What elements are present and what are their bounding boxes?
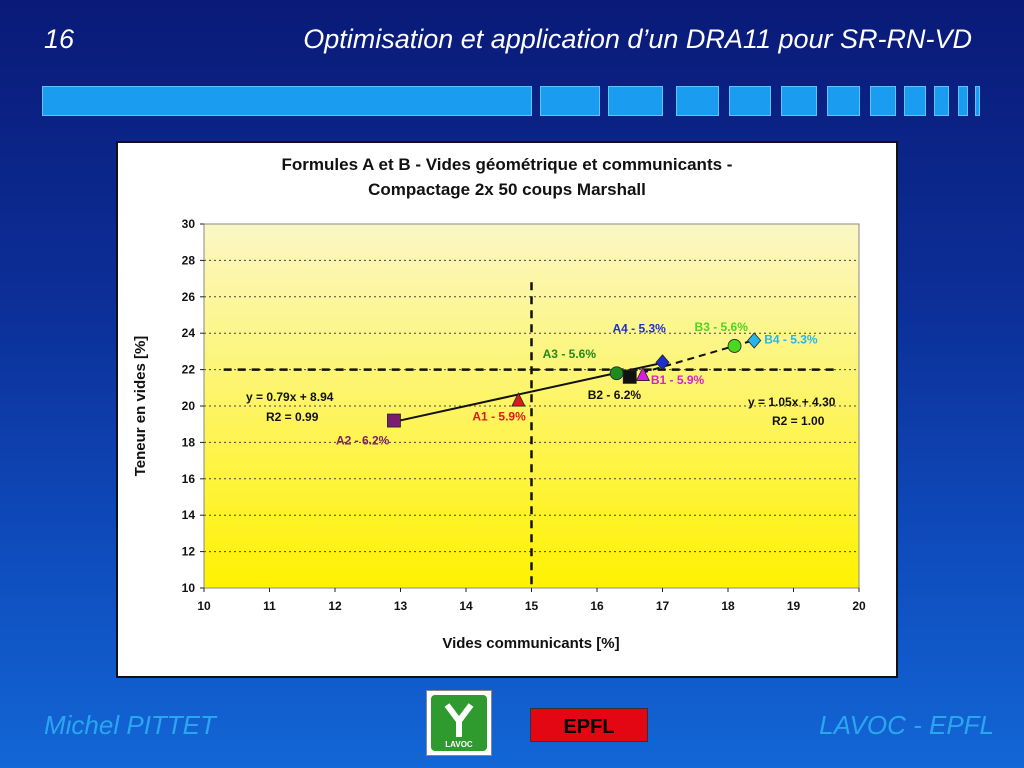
decorative-bar [958, 86, 968, 116]
equation-b: y = 1.05x + 4.30 [748, 395, 836, 409]
r2-a: R2 = 0.99 [266, 410, 319, 424]
axis-layer: 10 12 14 16 18 20 22 24 26 28 30 10 11 12 13 14 15 16 17 18… [182, 217, 866, 613]
point-b3 [727, 339, 742, 353]
point-label-b1: B1 - 5.9% [651, 373, 705, 387]
x-tick-label: 12 [328, 599, 342, 613]
x-tick-label: 16 [590, 599, 604, 613]
reference-lines [223, 282, 840, 588]
decorative-bar [827, 86, 860, 116]
y-tick-label: 26 [182, 290, 196, 304]
y-tick-label: 30 [182, 217, 196, 231]
point-a2 [387, 413, 401, 428]
point-label-b2: B2 - 6.2% [588, 388, 642, 402]
data-points [387, 332, 762, 428]
y-tick-label: 20 [182, 399, 196, 413]
y-tick-label: 18 [182, 435, 196, 449]
decorative-bar [870, 86, 896, 116]
x-tick-label: 15 [525, 599, 539, 613]
r2-b: R2 = 1.00 [772, 414, 825, 428]
epfl-logo: EPFL [530, 708, 648, 742]
decorative-bar [934, 86, 949, 116]
lavoc-logo: LAVOC [426, 690, 492, 756]
x-tick-label: 14 [459, 599, 473, 613]
footer-organization: LAVOC - EPFL [819, 710, 994, 740]
point-a1 [511, 392, 526, 407]
point-label-a4: A4 - 5.3% [613, 321, 667, 335]
point-b2 [622, 369, 637, 384]
chart-subtitle: Compactage 2x 50 coups Marshall [368, 180, 646, 199]
point-label-b3: B3 - 5.6% [695, 320, 749, 334]
x-tick-label: 20 [852, 599, 866, 613]
decorative-bar [608, 86, 663, 116]
decorative-bar [904, 86, 926, 116]
point-b1 [635, 366, 650, 381]
x-axis-label: Vides communicants [%] [442, 635, 619, 652]
point-labels: A1 - 5.9% A2 - 6.2% A3 - 5.6% A4 - 5.3% B1 -… [336, 320, 818, 448]
x-tick-label: 17 [656, 599, 670, 613]
slide-number: 16 [44, 24, 75, 54]
y-tick-label: 14 [182, 508, 196, 522]
y-tick-label: 10 [182, 581, 196, 595]
y-tick-label: 28 [182, 253, 196, 267]
chart-title: Formules A et B - Vides géométrique et c… [282, 155, 733, 174]
x-tick-label: 18 [721, 599, 735, 613]
y-tick-label: 24 [182, 326, 196, 340]
point-label-a3: A3 - 5.6% [543, 347, 597, 361]
point-label-a1: A1 - 5.9% [472, 410, 526, 424]
decorative-bar [540, 86, 600, 116]
point-a4 [655, 354, 670, 371]
x-tick-label: 19 [787, 599, 801, 613]
decorative-bar [676, 86, 719, 116]
lavoc-logo-text: LAVOC [445, 740, 473, 749]
point-label-b4: B4 - 5.3% [764, 332, 818, 346]
decorative-bar [729, 86, 771, 116]
footer-author: Michel PITTET [44, 710, 216, 740]
epfl-logo-text: EPFL [563, 716, 614, 738]
point-b4 [747, 332, 762, 349]
point-label-a2: A2 - 6.2% [336, 434, 390, 448]
scatter-chart: Formules A et B - Vides géométrique et c… [132, 155, 866, 652]
y-axis-label: Teneur en vides [%] [132, 336, 149, 477]
chart-frame: Formules A et B - Vides géométrique et c… [116, 141, 898, 678]
y-tick-label: 22 [182, 363, 196, 377]
x-tick-label: 10 [197, 599, 211, 613]
decorative-bar [975, 86, 980, 116]
x-tick-label: 11 [263, 599, 276, 613]
decorative-bar [42, 86, 532, 116]
equation-a: y = 0.79x + 8.94 [246, 390, 334, 404]
y-tick-label: 12 [182, 545, 196, 559]
y-tick-label: 16 [182, 472, 196, 486]
slide-title: Optimisation et application d’un DRA11 p… [303, 24, 972, 54]
point-a3 [609, 366, 624, 381]
x-tick-label: 13 [394, 599, 408, 613]
grid-layer [204, 259, 859, 553]
decorative-bar [781, 86, 817, 116]
